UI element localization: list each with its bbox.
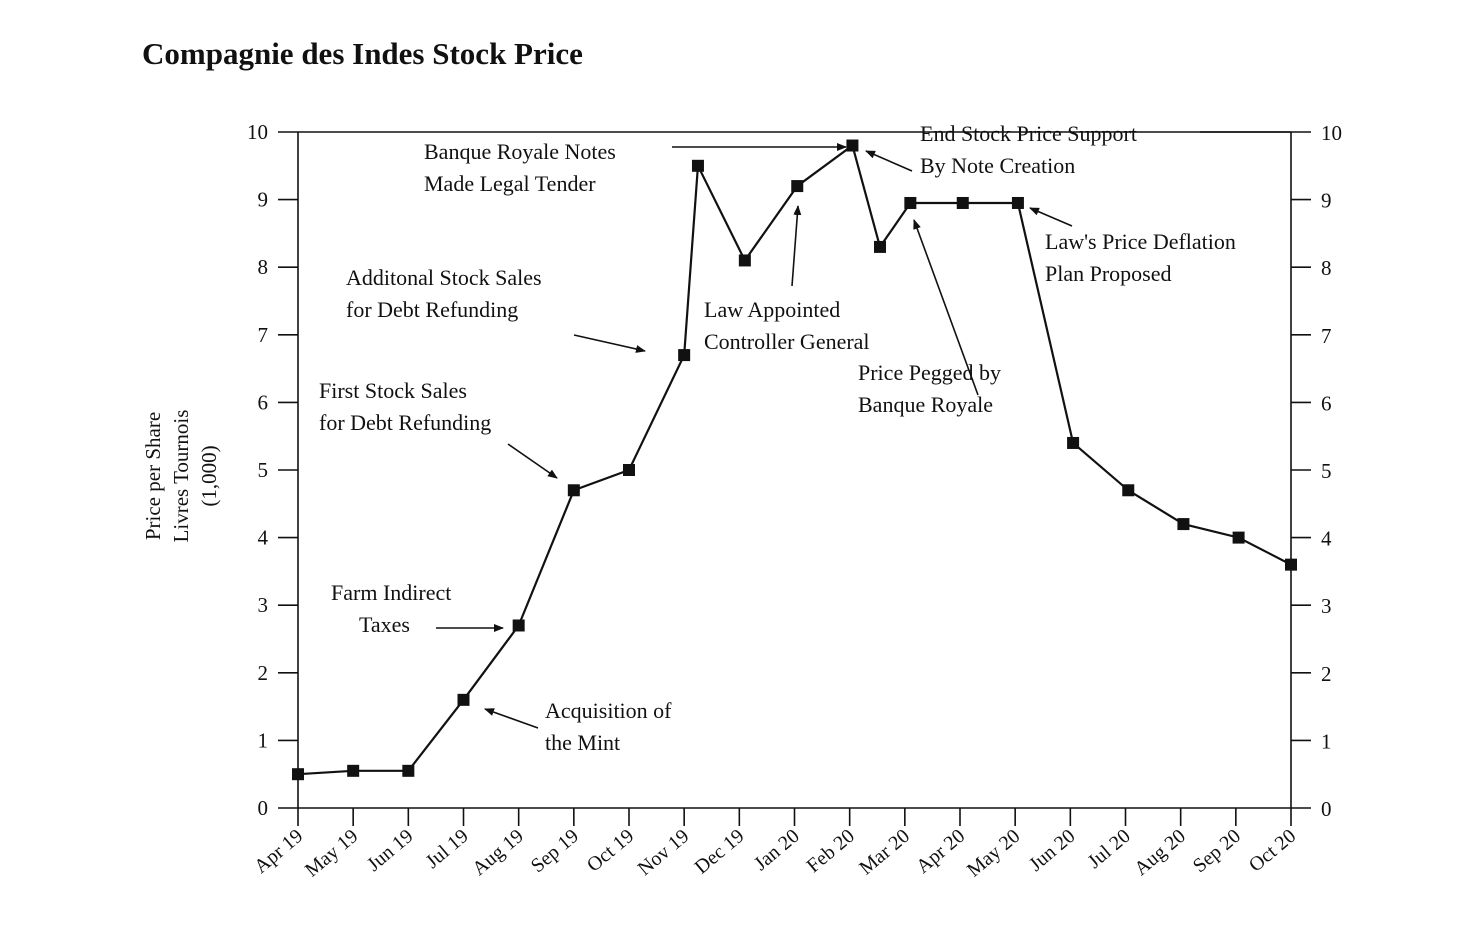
y-axis-label: Price per Share Livres Tournois (1,000) bbox=[141, 410, 221, 543]
data-point bbox=[567, 484, 580, 497]
y-axis-label-line: Price per Share bbox=[141, 412, 165, 540]
x-tick-label: Oct 19 bbox=[583, 825, 638, 876]
data-point bbox=[1122, 484, 1135, 497]
annotation-text: Price Pegged by bbox=[858, 360, 1001, 385]
data-point bbox=[1232, 531, 1245, 544]
x-tick-label: Mar 20 bbox=[855, 825, 914, 879]
x-tick-label: Sep 19 bbox=[527, 825, 583, 877]
right-y-tick-label: 5 bbox=[1321, 459, 1332, 483]
x-tick-label: Apr 20 bbox=[912, 825, 969, 878]
y-tick-label: 1 bbox=[258, 728, 269, 752]
y-tick-label: 10 bbox=[247, 120, 268, 144]
data-point bbox=[402, 764, 415, 777]
right-y-tick-label: 2 bbox=[1321, 662, 1332, 686]
x-tick-label: Dec 19 bbox=[691, 825, 749, 879]
annotation-text: Additonal Stock Sales bbox=[346, 265, 542, 290]
data-point bbox=[1011, 196, 1024, 209]
y-axis-label-line: Livres Tournois bbox=[169, 410, 193, 543]
right-y-tick-label: 4 bbox=[1321, 527, 1332, 551]
x-tick-label: Apr 19 bbox=[250, 825, 307, 878]
annotation-text: Plan Proposed bbox=[1045, 261, 1172, 286]
data-point bbox=[1177, 518, 1190, 531]
price-series bbox=[292, 139, 1297, 781]
right-y-tick-label: 7 bbox=[1321, 324, 1332, 348]
data-point bbox=[457, 693, 470, 706]
y-tick-label: 5 bbox=[258, 458, 269, 482]
x-tick-label: Jan 20 bbox=[750, 825, 804, 875]
annotation-arrow bbox=[573, 334, 646, 353]
x-tick-label: Jun 19 bbox=[363, 825, 418, 876]
annotation-text: End Stock Price Support bbox=[920, 121, 1137, 146]
data-point bbox=[846, 139, 859, 152]
data-point bbox=[512, 619, 525, 632]
x-tick-label: Jul 20 bbox=[1084, 825, 1135, 873]
data-point bbox=[623, 464, 635, 476]
x-tick-label: Jun 20 bbox=[1025, 825, 1080, 876]
y-tick-label: 9 bbox=[258, 188, 269, 212]
y-tick-label: 7 bbox=[258, 323, 269, 347]
right-y-tick-label: 10 bbox=[1321, 121, 1342, 145]
annotation-text: Taxes bbox=[359, 612, 410, 637]
x-tick-label: Aug 20 bbox=[1130, 825, 1190, 880]
annotation-text: for Debt Refunding bbox=[346, 297, 518, 322]
data-point bbox=[678, 349, 691, 362]
x-tick-label: Jul 19 bbox=[422, 825, 473, 873]
annotation-text: Law Appointed bbox=[704, 297, 840, 322]
data-point bbox=[347, 764, 360, 777]
data-point bbox=[691, 159, 704, 172]
x-tick-label: Sep 20 bbox=[1189, 825, 1245, 877]
y-tick-label: 4 bbox=[258, 526, 269, 550]
y-tick-label: 2 bbox=[258, 661, 269, 685]
right-y-tick-label: 1 bbox=[1321, 729, 1332, 753]
y-tick-label: 3 bbox=[258, 593, 269, 617]
annotation-text: the Mint bbox=[545, 730, 620, 755]
right-y-tick-label: 8 bbox=[1321, 256, 1332, 280]
annotation-text: Banque Royale Notes bbox=[424, 139, 616, 164]
annotation-text: Made Legal Tender bbox=[424, 171, 596, 196]
annotation-arrow bbox=[1029, 207, 1073, 227]
x-tick-label: Oct 20 bbox=[1245, 825, 1300, 876]
y-axis-label-line: (1,000) bbox=[197, 445, 221, 506]
annotation-text: Controller General bbox=[704, 329, 870, 354]
data-point bbox=[904, 196, 917, 209]
data-point bbox=[738, 254, 751, 267]
data-point bbox=[1067, 436, 1080, 449]
data-point bbox=[1285, 558, 1297, 571]
right-y-tick-label: 9 bbox=[1321, 189, 1332, 213]
x-tick-label: May 19 bbox=[301, 825, 362, 881]
annotation-arrow bbox=[791, 205, 802, 287]
x-tick-label: Aug 19 bbox=[468, 825, 528, 880]
y-tick-label: 6 bbox=[258, 390, 269, 414]
annotation-text: Law's Price Deflation bbox=[1045, 229, 1236, 254]
annotation-text: Acquisition of bbox=[545, 698, 672, 723]
y-tick-label: 8 bbox=[258, 255, 269, 279]
annotations: Banque Royale Notes Made Legal Tender End … bbox=[319, 121, 1291, 755]
annotation-arrow bbox=[913, 219, 979, 396]
annotation-text: By Note Creation bbox=[920, 153, 1075, 178]
chart-title: Compagnie des Indes Stock Price bbox=[142, 36, 583, 71]
annotation-text: for Debt Refunding bbox=[319, 410, 491, 435]
annotation-text: Farm Indirect bbox=[331, 580, 451, 605]
data-point bbox=[292, 768, 304, 781]
y-tick-label: 0 bbox=[258, 796, 269, 820]
data-point bbox=[956, 196, 969, 209]
x-tick-label: Nov 19 bbox=[634, 825, 694, 880]
data-point bbox=[874, 240, 887, 253]
right-y-tick-label: 0 bbox=[1321, 797, 1332, 821]
annotation-arrow bbox=[507, 443, 558, 479]
annotation-text: Banque Royale bbox=[858, 392, 993, 417]
right-y-tick-label: 3 bbox=[1321, 594, 1332, 618]
annotation-arrow bbox=[865, 150, 913, 172]
x-tick-label: May 20 bbox=[963, 825, 1024, 881]
annotation-arrow bbox=[484, 708, 539, 729]
annotation-text: First Stock Sales bbox=[319, 378, 467, 403]
right-y-tick-label: 6 bbox=[1321, 391, 1332, 415]
x-tick-label: Feb 20 bbox=[803, 825, 859, 877]
data-point bbox=[791, 180, 804, 193]
